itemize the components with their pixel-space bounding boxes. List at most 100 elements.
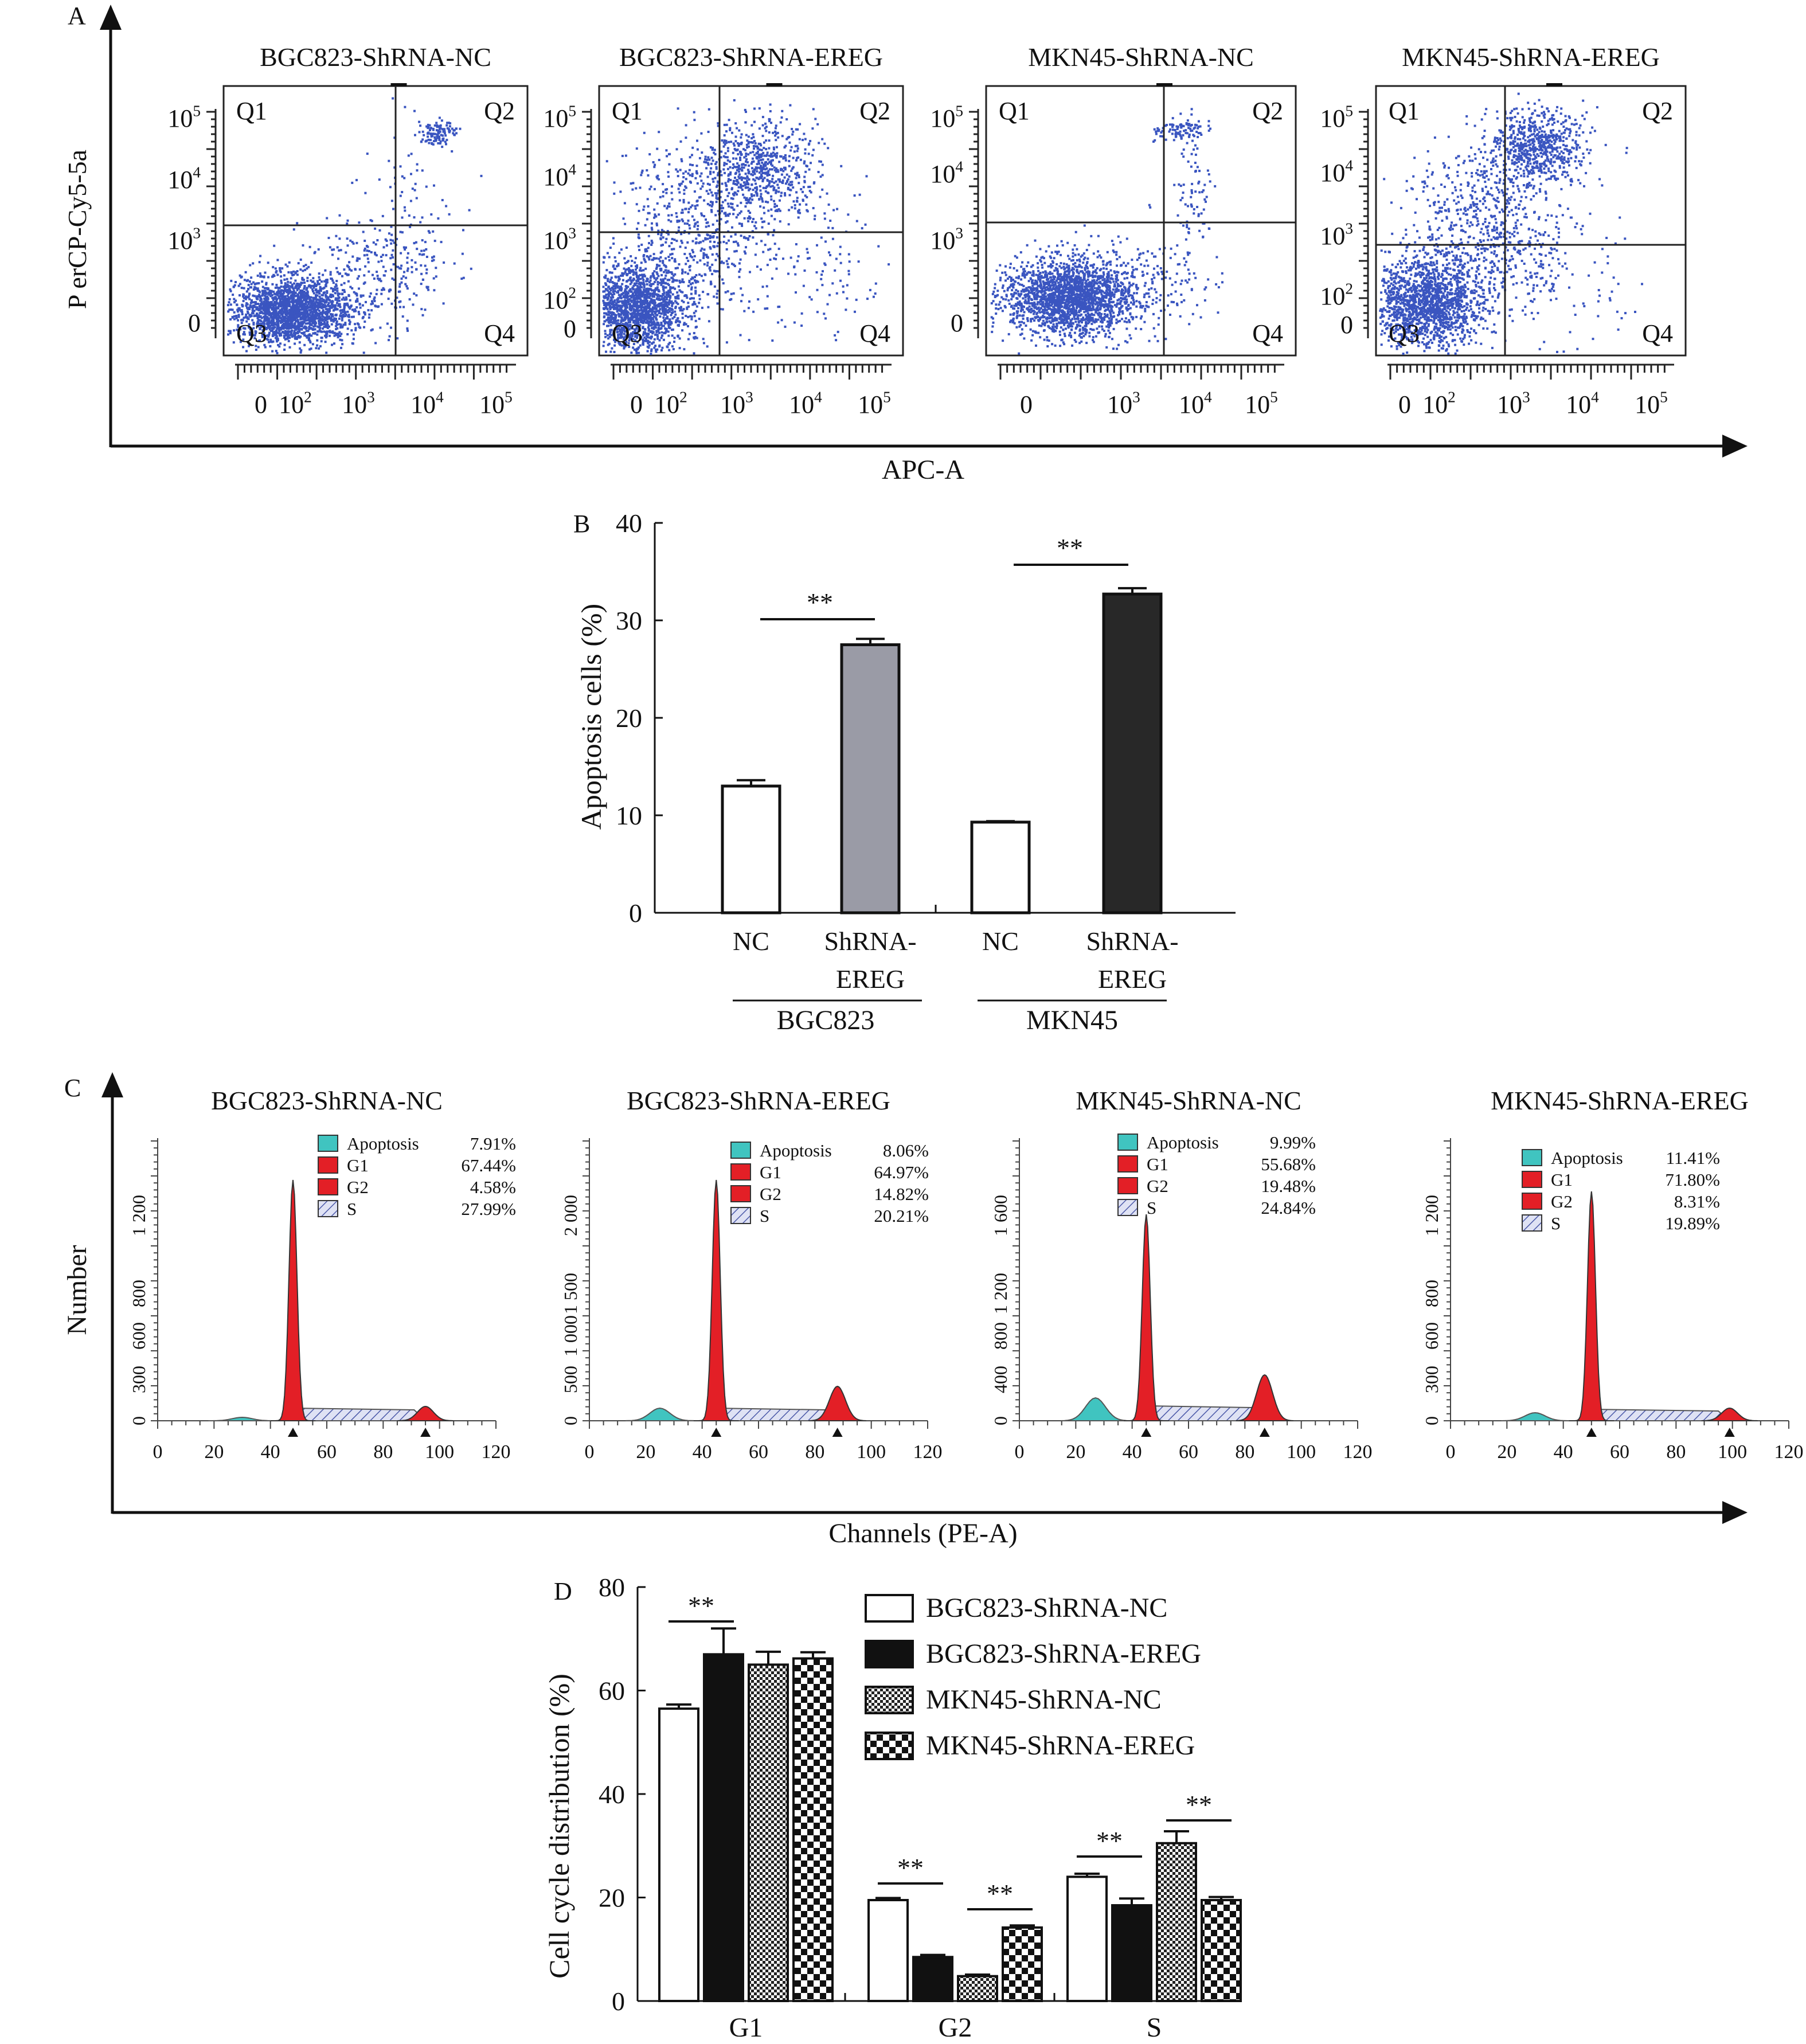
facs-ytick-label: 103 [930, 225, 963, 255]
facs-xtick-label: 102 [279, 389, 312, 419]
facs-ytick-label: 105 [1320, 103, 1353, 132]
panel-d-ytick-label: 40 [599, 1780, 625, 1809]
histogram-legend-label: Apoptosis [347, 1134, 419, 1154]
facs-ytick-label: 0 [188, 309, 201, 337]
histogram-xtick-label: 100 [1718, 1441, 1747, 1463]
facs-frame [985, 85, 1297, 357]
histogram-apoptosis-peak [625, 1407, 695, 1421]
histogram-legend-value: 19.48% [1261, 1176, 1316, 1196]
histogram-legend-value: 8.06% [883, 1140, 929, 1160]
panel-c-xlabel: Channels (PE-A) [828, 1518, 1017, 1549]
panel-b-category-label: NC [733, 927, 769, 956]
facs-ytick-label: 103 [1320, 220, 1353, 250]
histogram-ytick-label: 600 [128, 1322, 149, 1350]
histogram-ytick-label: 800 [1421, 1280, 1442, 1307]
facs-xtick-label: 104 [789, 389, 822, 419]
panel-d-bar [867, 1899, 909, 2002]
panel-b-ytick-label: 20 [616, 704, 642, 733]
panel-d-bar [912, 1956, 953, 2003]
facs-ytick-label: 0 [564, 315, 576, 343]
panel-d-significance: ** [987, 1879, 1013, 1908]
histogram-legend-value: 8.31% [1674, 1191, 1720, 1211]
histogram-g1-peak [1123, 1214, 1169, 1421]
panel-d-ytick-label: 20 [599, 1883, 625, 1913]
panel-a-xlabel: APC-A [882, 455, 964, 485]
histogram-legend-swatch [730, 1207, 751, 1224]
facs-xtick-label: 0 [630, 390, 643, 419]
quadrant-label-q4: Q4 [484, 319, 515, 347]
histogram-plot-4: MKN45-ShRNA-EREG 0 300 600 800 1 200 0 20 40 60 80… [1421, 1086, 1804, 1463]
histogram-xtick-label: 120 [1774, 1441, 1804, 1463]
panel-d-category-label: S [1147, 2012, 1162, 2043]
histogram-legend-label: S [1147, 1198, 1156, 1218]
histogram-peak-marker [1724, 1428, 1735, 1437]
quadrant-label-q2: Q2 [859, 97, 890, 125]
facs-xtick-label: 102 [1422, 389, 1456, 419]
panel-letter-c: C [64, 1074, 81, 1102]
histogram-title-4: MKN45-ShRNA-EREG [1491, 1086, 1749, 1115]
panel-c: Channels (PE-A) Number BGC823-ShRNA-NC 0 3… [62, 1072, 1804, 1549]
histogram-legend-swatch [730, 1163, 751, 1181]
panel-d-bar [1111, 1904, 1152, 2003]
histogram-legend-swatch [1117, 1177, 1138, 1194]
panel-b-category-label: ShRNA- [824, 927, 916, 956]
facs-xtick-label: 103 [1107, 389, 1140, 419]
histogram-legend-swatch [1117, 1134, 1138, 1151]
histogram-xtick-label: 40 [1123, 1441, 1142, 1463]
facs-xtick-label: 0 [1398, 390, 1411, 419]
panel-d-category-label: G2 [939, 2012, 972, 2043]
panel-b-bar [840, 643, 901, 914]
histogram-ytick-label: 1 500 [560, 1273, 581, 1314]
histogram-legend-swatch [1522, 1149, 1542, 1166]
panel-d-bar [1066, 1875, 1108, 2002]
panel-b: Apoptosis cells (%) BGC823 MKN45 0 10 20 30… [575, 509, 1236, 1035]
panel-d-bar [1002, 1926, 1043, 2002]
histogram-ytick-label: 0 [1421, 1416, 1442, 1425]
panel-d-legend-label: BGC823-ShRNA-NC [926, 1593, 1167, 1623]
histogram-xtick-label: 80 [1666, 1441, 1686, 1463]
histogram-apoptosis-peak [1501, 1412, 1569, 1421]
facs-ytick-label: 0 [951, 309, 963, 337]
histogram-xtick-label: 100 [1287, 1441, 1316, 1463]
facs-plot-1: BGC823-ShRNA-NC Q1 Q2 Q3 Q4 105 104 103 0 0 102 103… [167, 42, 529, 419]
histogram-xtick-label: 0 [585, 1441, 595, 1463]
histogram-plot-3: MKN45-ShRNA-NC 0 400 800 1 200 1 600 0 20 40 60 80… [990, 1086, 1373, 1463]
quadrant-label-q2: Q2 [484, 97, 515, 125]
facs-frame [222, 85, 529, 357]
histogram-g1-peak [693, 1179, 739, 1421]
facs-xtick-label: 103 [342, 389, 375, 419]
histogram-legend-value: 19.89% [1665, 1213, 1720, 1233]
histogram-legend-value: 71.80% [1665, 1170, 1720, 1190]
panel-b-category-label: EREG [836, 964, 905, 994]
histogram-legend-label: G1 [1147, 1154, 1168, 1174]
histogram-ytick-label: 400 [990, 1366, 1011, 1393]
facs-ytick-label: 105 [543, 103, 576, 132]
panel-letter-d: D [554, 1577, 572, 1605]
histogram-legend-value: 67.44% [461, 1155, 516, 1175]
histogram-xtick-label: 120 [1343, 1441, 1373, 1463]
histogram-peak-marker [711, 1428, 722, 1437]
facs-xtick-label: 105 [1635, 389, 1668, 419]
histogram-ytick-label: 0 [128, 1416, 149, 1425]
histogram-peak-marker [1141, 1428, 1152, 1437]
histogram-ytick-label: 0 [560, 1416, 581, 1425]
panel-b-bar [721, 784, 781, 914]
histogram-legend-label: G1 [760, 1162, 781, 1182]
histogram-xtick-label: 60 [749, 1441, 768, 1463]
facs-ytick-label: 104 [543, 161, 576, 191]
panel-b-ytick-label: 40 [616, 509, 642, 538]
panel-d-ytick-label: 0 [612, 1987, 625, 2016]
histogram-ytick-label: 800 [990, 1322, 1011, 1350]
panel-d-legend-label: MKN45-ShRNA-NC [926, 1685, 1162, 1715]
panel-a: APC-A P erCP-Cy5-5a BGC823-ShRNA-NC Q1 Q2 Q… [62, 5, 1748, 485]
histogram-title-3: MKN45-ShRNA-NC [1076, 1086, 1301, 1115]
histogram-legend-swatch [318, 1135, 338, 1152]
histogram-xtick-label: 0 [1446, 1441, 1456, 1463]
facs-xtick-label: 103 [720, 389, 753, 419]
histogram-xtick-label: 120 [482, 1441, 511, 1463]
panel-d-significance: ** [1096, 1826, 1123, 1855]
histogram-legend-value: 27.99% [461, 1199, 516, 1219]
panel-d-legend-swatch [865, 1732, 914, 1760]
histogram-ytick-label: 300 [1421, 1366, 1442, 1393]
